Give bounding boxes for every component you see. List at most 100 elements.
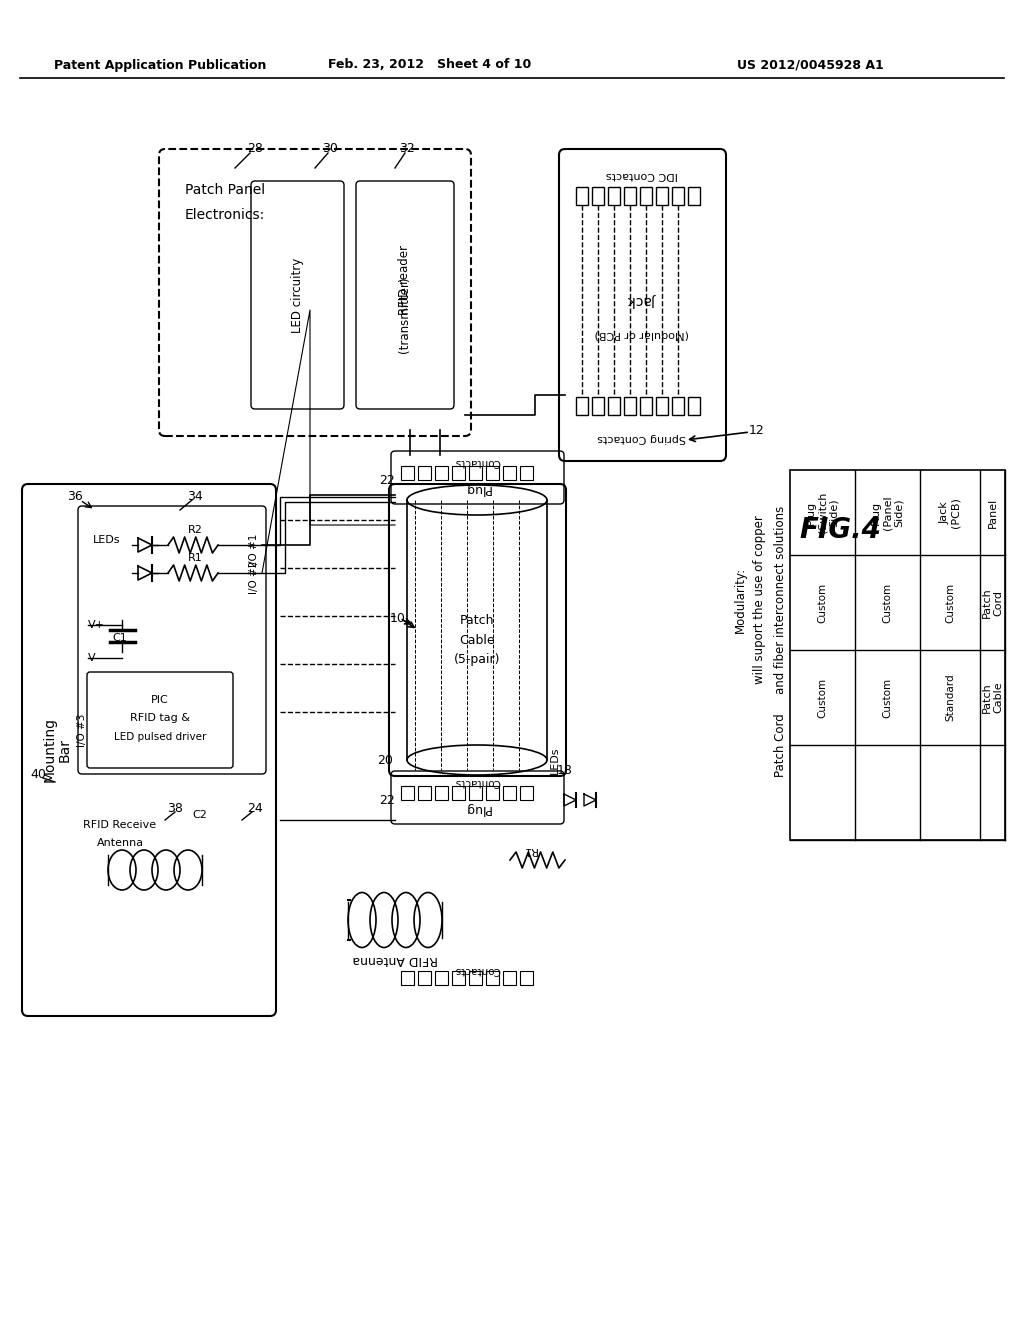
Text: 12: 12 (750, 424, 765, 437)
Text: Bar: Bar (58, 738, 72, 762)
Text: I/O #1: I/O #1 (249, 533, 259, 566)
Text: V+: V+ (88, 620, 105, 630)
Text: Antenna: Antenna (96, 838, 143, 847)
Text: RFID Antenna: RFID Antenna (352, 953, 438, 966)
Bar (790, 470, 1005, 840)
Bar (640, 397, 652, 414)
Text: FIG.4: FIG.4 (799, 516, 881, 544)
Text: Spring Contacts: Spring Contacts (598, 433, 686, 444)
Text: Patch Cord: Patch Cord (773, 713, 786, 777)
Text: V-: V- (88, 653, 99, 663)
Text: US 2012/0045928 A1: US 2012/0045928 A1 (736, 58, 884, 71)
Text: R1: R1 (522, 845, 538, 855)
Text: Cable: Cable (459, 634, 495, 647)
Text: Patch Panel: Patch Panel (185, 183, 265, 197)
Text: Patch
Cable: Patch Cable (982, 681, 1004, 713)
Text: RFID reader: RFID reader (398, 246, 412, 315)
Text: 20: 20 (377, 754, 393, 767)
Bar (520, 785, 534, 800)
Bar (688, 397, 700, 414)
Text: Electronics:: Electronics: (185, 209, 265, 222)
Text: Plug
(Switch
Side): Plug (Switch Side) (806, 492, 839, 533)
Bar (688, 187, 700, 205)
Text: C2: C2 (193, 810, 208, 820)
Text: Custom: Custom (883, 582, 893, 623)
Text: PIC: PIC (152, 696, 169, 705)
Bar (435, 466, 449, 480)
Bar (656, 187, 668, 205)
Bar (624, 397, 636, 414)
Text: I/O #3: I/O #3 (77, 713, 87, 747)
Bar (592, 397, 604, 414)
Bar (486, 972, 499, 985)
Text: RFID tag &: RFID tag & (130, 713, 190, 723)
Bar (469, 466, 482, 480)
Text: Mounting: Mounting (43, 718, 57, 783)
Bar (452, 972, 465, 985)
Text: I/O #2: I/O #2 (249, 560, 259, 594)
Bar (435, 972, 449, 985)
Bar (520, 466, 534, 480)
Bar (401, 785, 414, 800)
Text: Contacts: Contacts (454, 965, 500, 975)
Text: will suport the use of copper: will suport the use of copper (754, 516, 767, 685)
Text: (Modular or PCB): (Modular or PCB) (595, 330, 689, 341)
Bar (418, 972, 431, 985)
Text: Custom: Custom (817, 677, 827, 718)
Bar (452, 466, 465, 480)
Text: 22: 22 (379, 474, 395, 487)
Bar (672, 187, 684, 205)
Bar (503, 785, 516, 800)
Text: Patch: Patch (460, 614, 495, 627)
Text: Contacts: Contacts (454, 457, 500, 467)
Text: R1: R1 (187, 553, 203, 564)
Bar (575, 397, 588, 414)
Text: LED circuitry: LED circuitry (291, 257, 303, 333)
Text: Custom: Custom (945, 582, 955, 623)
Text: 28: 28 (247, 141, 263, 154)
Text: LED pulsed driver: LED pulsed driver (114, 733, 206, 742)
Bar (469, 785, 482, 800)
Text: 30: 30 (323, 141, 338, 154)
Bar (608, 187, 620, 205)
Bar (640, 187, 652, 205)
Text: RFID Receive: RFID Receive (83, 820, 157, 830)
Text: Plug: Plug (464, 801, 490, 814)
Bar (418, 785, 431, 800)
Text: LEDs: LEDs (93, 535, 121, 545)
Bar (452, 785, 465, 800)
Bar (575, 187, 588, 205)
Text: and fiber interconnect solutions: and fiber interconnect solutions (773, 506, 786, 694)
Bar (656, 397, 668, 414)
Bar (503, 466, 516, 480)
Text: 18: 18 (557, 763, 573, 776)
Bar (418, 466, 431, 480)
Bar (486, 466, 499, 480)
Bar (520, 972, 534, 985)
Text: 34: 34 (187, 491, 203, 503)
Text: Patch
Cord: Patch Cord (982, 587, 1004, 618)
Text: LEDs: LEDs (550, 746, 560, 774)
Text: Jack
(PCB): Jack (PCB) (939, 498, 961, 528)
Text: Standard: Standard (945, 673, 955, 721)
Text: Plug: Plug (464, 482, 490, 495)
Text: Jack: Jack (628, 293, 656, 308)
Bar (592, 187, 604, 205)
Text: Modularity:: Modularity: (733, 566, 746, 634)
Text: Contacts: Contacts (454, 777, 500, 787)
Text: 40: 40 (30, 768, 46, 781)
Text: 10: 10 (390, 611, 406, 624)
Text: IDC Contacts: IDC Contacts (606, 170, 678, 180)
Text: 32: 32 (399, 141, 415, 154)
Bar (469, 972, 482, 985)
Text: Panel: Panel (987, 498, 997, 528)
Text: 22: 22 (379, 793, 395, 807)
Text: Feb. 23, 2012   Sheet 4 of 10: Feb. 23, 2012 Sheet 4 of 10 (329, 58, 531, 71)
Text: C1: C1 (113, 634, 127, 643)
Text: Patent Application Publication: Patent Application Publication (54, 58, 266, 71)
Bar (503, 972, 516, 985)
Text: 24: 24 (247, 801, 263, 814)
Text: R2: R2 (187, 525, 203, 535)
Bar (401, 466, 414, 480)
Text: 38: 38 (167, 801, 183, 814)
